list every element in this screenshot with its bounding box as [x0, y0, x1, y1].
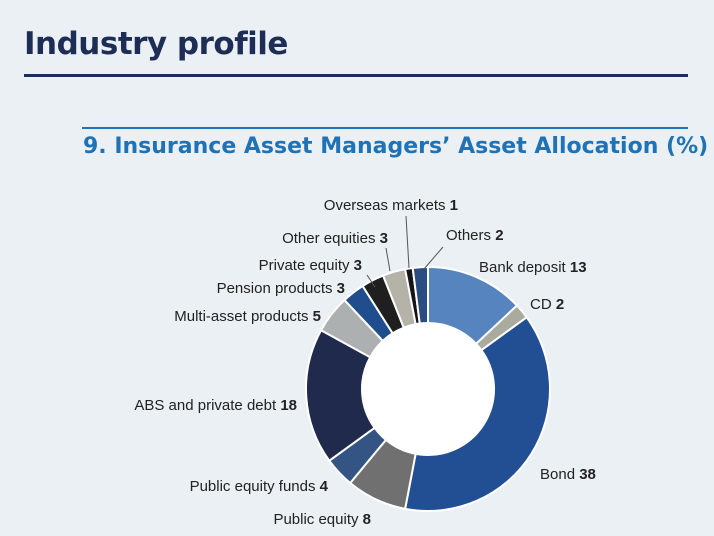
- slice-label: CD 2: [530, 296, 564, 313]
- slice-label: Pension products 3: [217, 280, 345, 297]
- page-title: Industry profile: [24, 26, 288, 62]
- slice-label-name: ABS and private debt: [134, 397, 280, 414]
- slice-label-value: 13: [570, 259, 587, 276]
- donut-slice-others: [411, 265, 429, 325]
- donut-hole: [363, 324, 493, 454]
- slice-label-value: 8: [363, 511, 371, 528]
- slice-label: Bank deposit 13: [479, 259, 587, 276]
- slice-label-name: Private equity: [259, 257, 354, 274]
- slice-label-name: Bank deposit: [479, 259, 570, 276]
- slice-label-value: 5: [313, 308, 321, 325]
- slice-label-name: CD: [530, 296, 556, 313]
- leader-line: [423, 246, 444, 270]
- slice-label: Public equity 8: [273, 511, 371, 528]
- slice-label-value: 3: [380, 230, 388, 247]
- slice-label: Multi-asset products 5: [174, 308, 321, 325]
- slice-label-value: 2: [495, 227, 503, 244]
- slice-label-name: Multi-asset products: [174, 308, 312, 325]
- slice-label: Bond 38: [540, 466, 596, 483]
- donut-slices: [305, 265, 551, 512]
- slice-label-value: 2: [556, 296, 564, 313]
- slice-label: Private equity 3: [259, 257, 362, 274]
- slice-label: ABS and private debt 18: [134, 397, 297, 414]
- slice-label: Other equities 3: [282, 230, 388, 247]
- chart-title: 9. Insurance Asset Managers’ Asset Alloc…: [83, 134, 709, 159]
- slice-label-value: 38: [579, 466, 596, 483]
- slice-label-name: Other equities: [282, 230, 380, 247]
- slice-label-value: 3: [337, 280, 345, 297]
- slice-label: Public equity funds 4: [190, 478, 329, 495]
- slice-label: Overseas markets 1: [324, 197, 458, 214]
- slice-label: Others 2: [446, 227, 504, 244]
- label-leader-lines: [366, 215, 444, 288]
- slice-label-name: Overseas markets: [324, 197, 450, 214]
- slice-label-value: 18: [280, 397, 297, 414]
- slice-label-value: 4: [320, 478, 329, 495]
- slice-label-value: 1: [450, 197, 458, 214]
- slice-label-value: 3: [354, 257, 362, 274]
- leader-line: [385, 247, 391, 272]
- slice-label-name: Others: [446, 227, 495, 244]
- chart-divider: [82, 127, 688, 129]
- leader-line: [405, 215, 410, 269]
- title-divider: [24, 74, 688, 77]
- slice-label-name: Public equity funds: [190, 478, 320, 495]
- slice-label-name: Bond: [540, 466, 579, 483]
- slice-label-name: Public equity: [273, 511, 362, 528]
- slice-label-name: Pension products: [217, 280, 337, 297]
- leader-line: [366, 274, 376, 288]
- donut-slice-bond: [403, 315, 551, 512]
